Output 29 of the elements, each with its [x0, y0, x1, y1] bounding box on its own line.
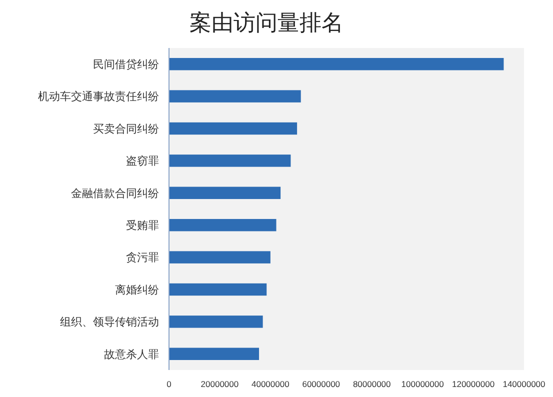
x-tick-label: 60000000 — [302, 379, 340, 389]
bar — [169, 186, 281, 200]
y-tick-label: 故意杀人罪 — [104, 348, 159, 361]
y-tick-label: 贪污罪 — [126, 251, 159, 264]
y-tick-label: 组织、领导传销活动 — [60, 316, 159, 329]
bar — [169, 348, 260, 360]
bar — [169, 218, 276, 232]
y-tick-label: 离婚纠纷 — [115, 283, 159, 296]
x-tick-label: 100000000 — [401, 379, 444, 389]
x-tick-label: 40000000 — [252, 379, 290, 389]
bar — [169, 251, 270, 264]
x-tick-label: 0 — [166, 379, 172, 389]
x-tick-label: 80000000 — [352, 379, 392, 389]
y-tick-label: 受贿罪 — [126, 218, 159, 232]
bar — [169, 283, 267, 296]
bar — [169, 122, 298, 135]
chart-title: 案由访问量排名 — [190, 11, 344, 36]
y-tick-label: 机动车交通事故责任纠纷 — [38, 90, 159, 104]
bar — [169, 154, 291, 167]
x-tick-label: 140000000 — [502, 379, 546, 389]
bar — [169, 58, 504, 70]
x-tick-label: 20000000 — [200, 379, 239, 389]
y-tick-label: 金融借款合同纠纷 — [71, 186, 159, 200]
y-tick-label: 盗窃罪 — [126, 154, 159, 168]
bar — [169, 90, 301, 102]
y-tick-label: 买卖合同纠纷 — [93, 122, 159, 136]
x-tick-label: 120000000 — [452, 379, 495, 389]
y-tick-label: 民间借贷纠纷 — [93, 58, 159, 71]
bar — [169, 316, 263, 328]
